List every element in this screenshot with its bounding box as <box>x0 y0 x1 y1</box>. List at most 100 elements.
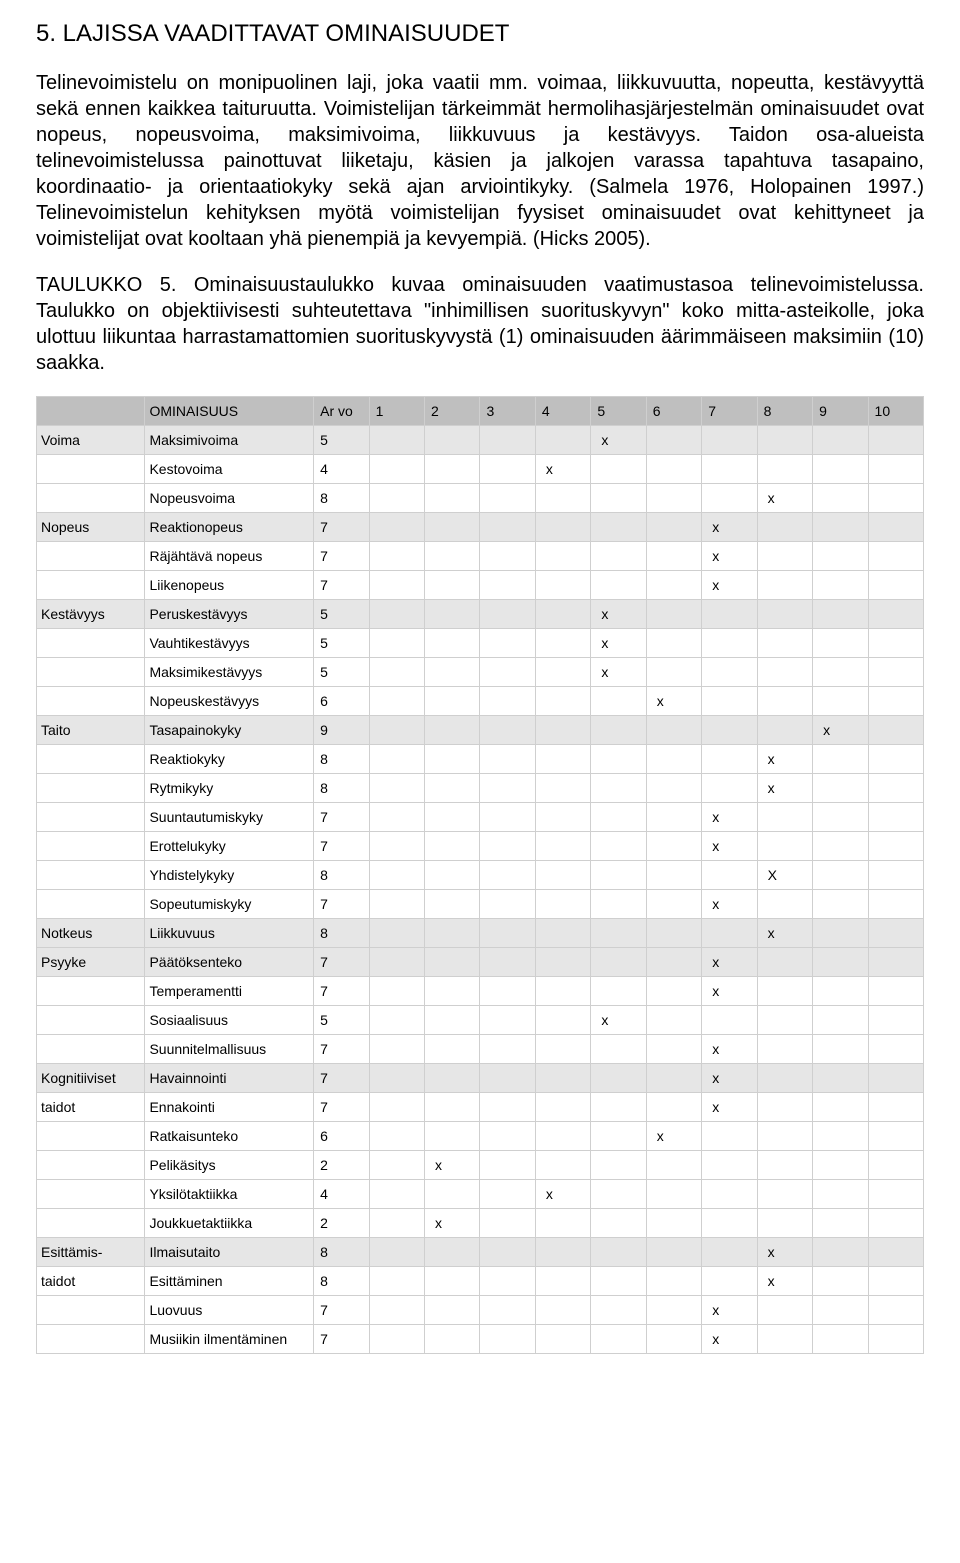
table-cell <box>535 832 590 861</box>
table-cell <box>480 1064 535 1093</box>
table-cell <box>425 1325 480 1354</box>
table-cell <box>37 1325 145 1354</box>
table-cell <box>813 600 868 629</box>
table-cell <box>591 1035 646 1064</box>
table-cell <box>37 687 145 716</box>
table-cell <box>702 426 757 455</box>
table-cell: Päätöksenteko <box>145 948 314 977</box>
table-cell: 8 <box>314 1267 369 1296</box>
table-cell <box>480 600 535 629</box>
table-cell <box>369 600 424 629</box>
section-heading: 5. LAJISSA VAADITTAVAT OMINAISUUDET <box>36 20 924 48</box>
table-cell <box>813 1122 868 1151</box>
table-cell <box>646 1064 701 1093</box>
table-cell <box>37 745 145 774</box>
table-cell <box>37 1296 145 1325</box>
table-cell <box>868 1093 923 1122</box>
table-cell <box>702 1122 757 1151</box>
table-cell <box>425 1006 480 1035</box>
table-cell: Liikenopeus <box>145 571 314 600</box>
table-cell <box>535 629 590 658</box>
table-cell <box>868 745 923 774</box>
table-cell <box>425 803 480 832</box>
table-cell <box>591 803 646 832</box>
table-cell <box>813 1180 868 1209</box>
table-cell <box>591 1296 646 1325</box>
table-cell <box>646 1267 701 1296</box>
table-cell <box>535 1006 590 1035</box>
table-cell: X <box>757 861 812 890</box>
table-cell <box>37 861 145 890</box>
table-cell <box>480 455 535 484</box>
table-cell <box>480 571 535 600</box>
table-cell: Ratkaisunteko <box>145 1122 314 1151</box>
table-cell <box>868 832 923 861</box>
table-cell: Psyyke <box>37 948 145 977</box>
table-cell <box>591 1064 646 1093</box>
table-cell <box>646 1180 701 1209</box>
table-cell <box>480 658 535 687</box>
table-cell <box>37 629 145 658</box>
table-cell <box>702 629 757 658</box>
table-cell: 4 <box>314 455 369 484</box>
table-cell: 5 <box>314 426 369 455</box>
table-cell <box>37 1035 145 1064</box>
properties-table: OMINAISUUSAr vo12345678910VoimaMaksimivo… <box>36 396 924 1354</box>
table-cell <box>757 513 812 542</box>
table-row: Suunnitelmallisuus7x <box>37 1035 924 1064</box>
table-cell <box>369 1006 424 1035</box>
table-cell <box>480 1093 535 1122</box>
table-cell <box>37 1151 145 1180</box>
table-cell: x <box>702 832 757 861</box>
table-cell <box>425 1296 480 1325</box>
table-cell <box>480 716 535 745</box>
table-cell <box>535 484 590 513</box>
table-cell <box>535 1122 590 1151</box>
table-cell: Pelikäsitys <box>145 1151 314 1180</box>
table-cell <box>646 426 701 455</box>
table-cell: x <box>425 1151 480 1180</box>
table-cell <box>37 455 145 484</box>
table-cell <box>646 629 701 658</box>
table-cell <box>480 1122 535 1151</box>
table-cell <box>425 745 480 774</box>
table-cell <box>813 803 868 832</box>
table-cell <box>591 716 646 745</box>
table-cell: Suunnitelmallisuus <box>145 1035 314 1064</box>
table-cell <box>868 1296 923 1325</box>
table-cell <box>480 542 535 571</box>
table-cell: 7 <box>314 803 369 832</box>
table-cell: Kestovoima <box>145 455 314 484</box>
table-cell <box>480 1180 535 1209</box>
table-cell <box>369 1296 424 1325</box>
table-cell <box>369 426 424 455</box>
table-cell <box>702 716 757 745</box>
table-cell <box>591 687 646 716</box>
table-cell: x <box>591 629 646 658</box>
table-cell <box>425 1267 480 1296</box>
table-cell <box>535 745 590 774</box>
table-cell <box>425 455 480 484</box>
table-cell <box>480 1296 535 1325</box>
table-cell <box>757 1296 812 1325</box>
table-cell: Nopeusvoima <box>145 484 314 513</box>
table-cell: 8 <box>314 1238 369 1267</box>
table-cell <box>757 977 812 1006</box>
table-cell <box>535 658 590 687</box>
table-cell <box>37 1006 145 1035</box>
table-cell <box>425 1122 480 1151</box>
table-cell <box>480 1267 535 1296</box>
table-cell <box>813 1238 868 1267</box>
table-cell: 7 <box>314 542 369 571</box>
table-cell <box>702 1151 757 1180</box>
table-cell: 2 <box>314 1209 369 1238</box>
table-cell: Erottelukyky <box>145 832 314 861</box>
table-cell: Esittäminen <box>145 1267 314 1296</box>
table-cell <box>813 629 868 658</box>
table-cell <box>37 977 145 1006</box>
table-cell <box>813 1151 868 1180</box>
table-cell <box>480 629 535 658</box>
table-cell <box>480 1006 535 1035</box>
table-row: Joukkuetaktiikka2x <box>37 1209 924 1238</box>
table-cell: x <box>757 1238 812 1267</box>
